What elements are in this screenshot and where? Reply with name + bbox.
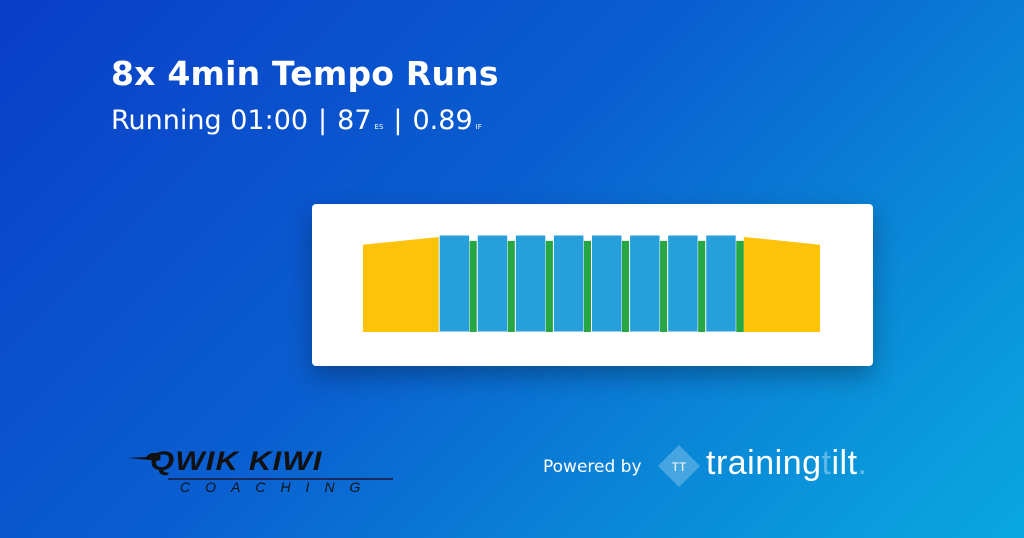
workout-segment-recovery — [660, 240, 668, 332]
logo-main-text: QWIK KIWI — [150, 446, 323, 476]
wordmark-part: . — [857, 444, 868, 482]
workout-segment-recovery — [469, 240, 478, 332]
workout-segment-recovery — [621, 240, 630, 332]
workout-segment-recovery — [583, 240, 592, 332]
trainingtilt-diamond-icon: TT — [658, 445, 700, 487]
workout-segment-interval — [705, 234, 737, 333]
logo-sub-text: COACHING — [180, 479, 376, 495]
workout-chart — [363, 234, 820, 333]
workout-segment-interval — [514, 234, 547, 333]
duration: 01:00 — [230, 105, 309, 136]
workout-segment-interval — [438, 234, 471, 333]
workout-chart-card — [312, 204, 873, 366]
wordmark-part: ilt — [831, 444, 858, 482]
intensity-label: IF — [475, 123, 482, 131]
wordmark-part: training — [706, 444, 822, 482]
workout-segment-interval — [629, 234, 661, 333]
kiwi-bird-icon — [128, 452, 161, 461]
workout-segment-interval — [667, 234, 699, 333]
workout-title: 8x 4min Tempo Runs — [111, 54, 499, 93]
workout-segment-recovery — [545, 240, 554, 332]
stress-label: ES — [374, 123, 384, 131]
workout-segment-recovery — [507, 240, 516, 332]
wordmark-part: t — [821, 444, 832, 482]
workout-segment-cooldown — [743, 236, 820, 332]
workout-segment-warmup — [363, 236, 440, 332]
separator: | — [393, 105, 403, 136]
workout-segment-interval — [552, 234, 585, 333]
workout-summary: Running 01:00 | 87 ES | 0.89 IF — [111, 105, 482, 136]
workout-segment-recovery — [736, 240, 744, 332]
trainingtilt-wordmark: trainingtilt. — [706, 444, 867, 483]
workout-segment-interval — [591, 234, 623, 333]
separator: | — [318, 105, 328, 136]
logo-underline — [168, 478, 393, 480]
stress-score: 87 — [337, 105, 372, 136]
sport: Running — [111, 105, 222, 136]
intensity-factor: 0.89 — [412, 105, 473, 136]
workout-segment-recovery — [698, 240, 706, 332]
tt-mark: TT — [672, 460, 687, 474]
workout-segment-interval — [476, 234, 509, 333]
powered-by-label: Powered by — [543, 457, 642, 477]
